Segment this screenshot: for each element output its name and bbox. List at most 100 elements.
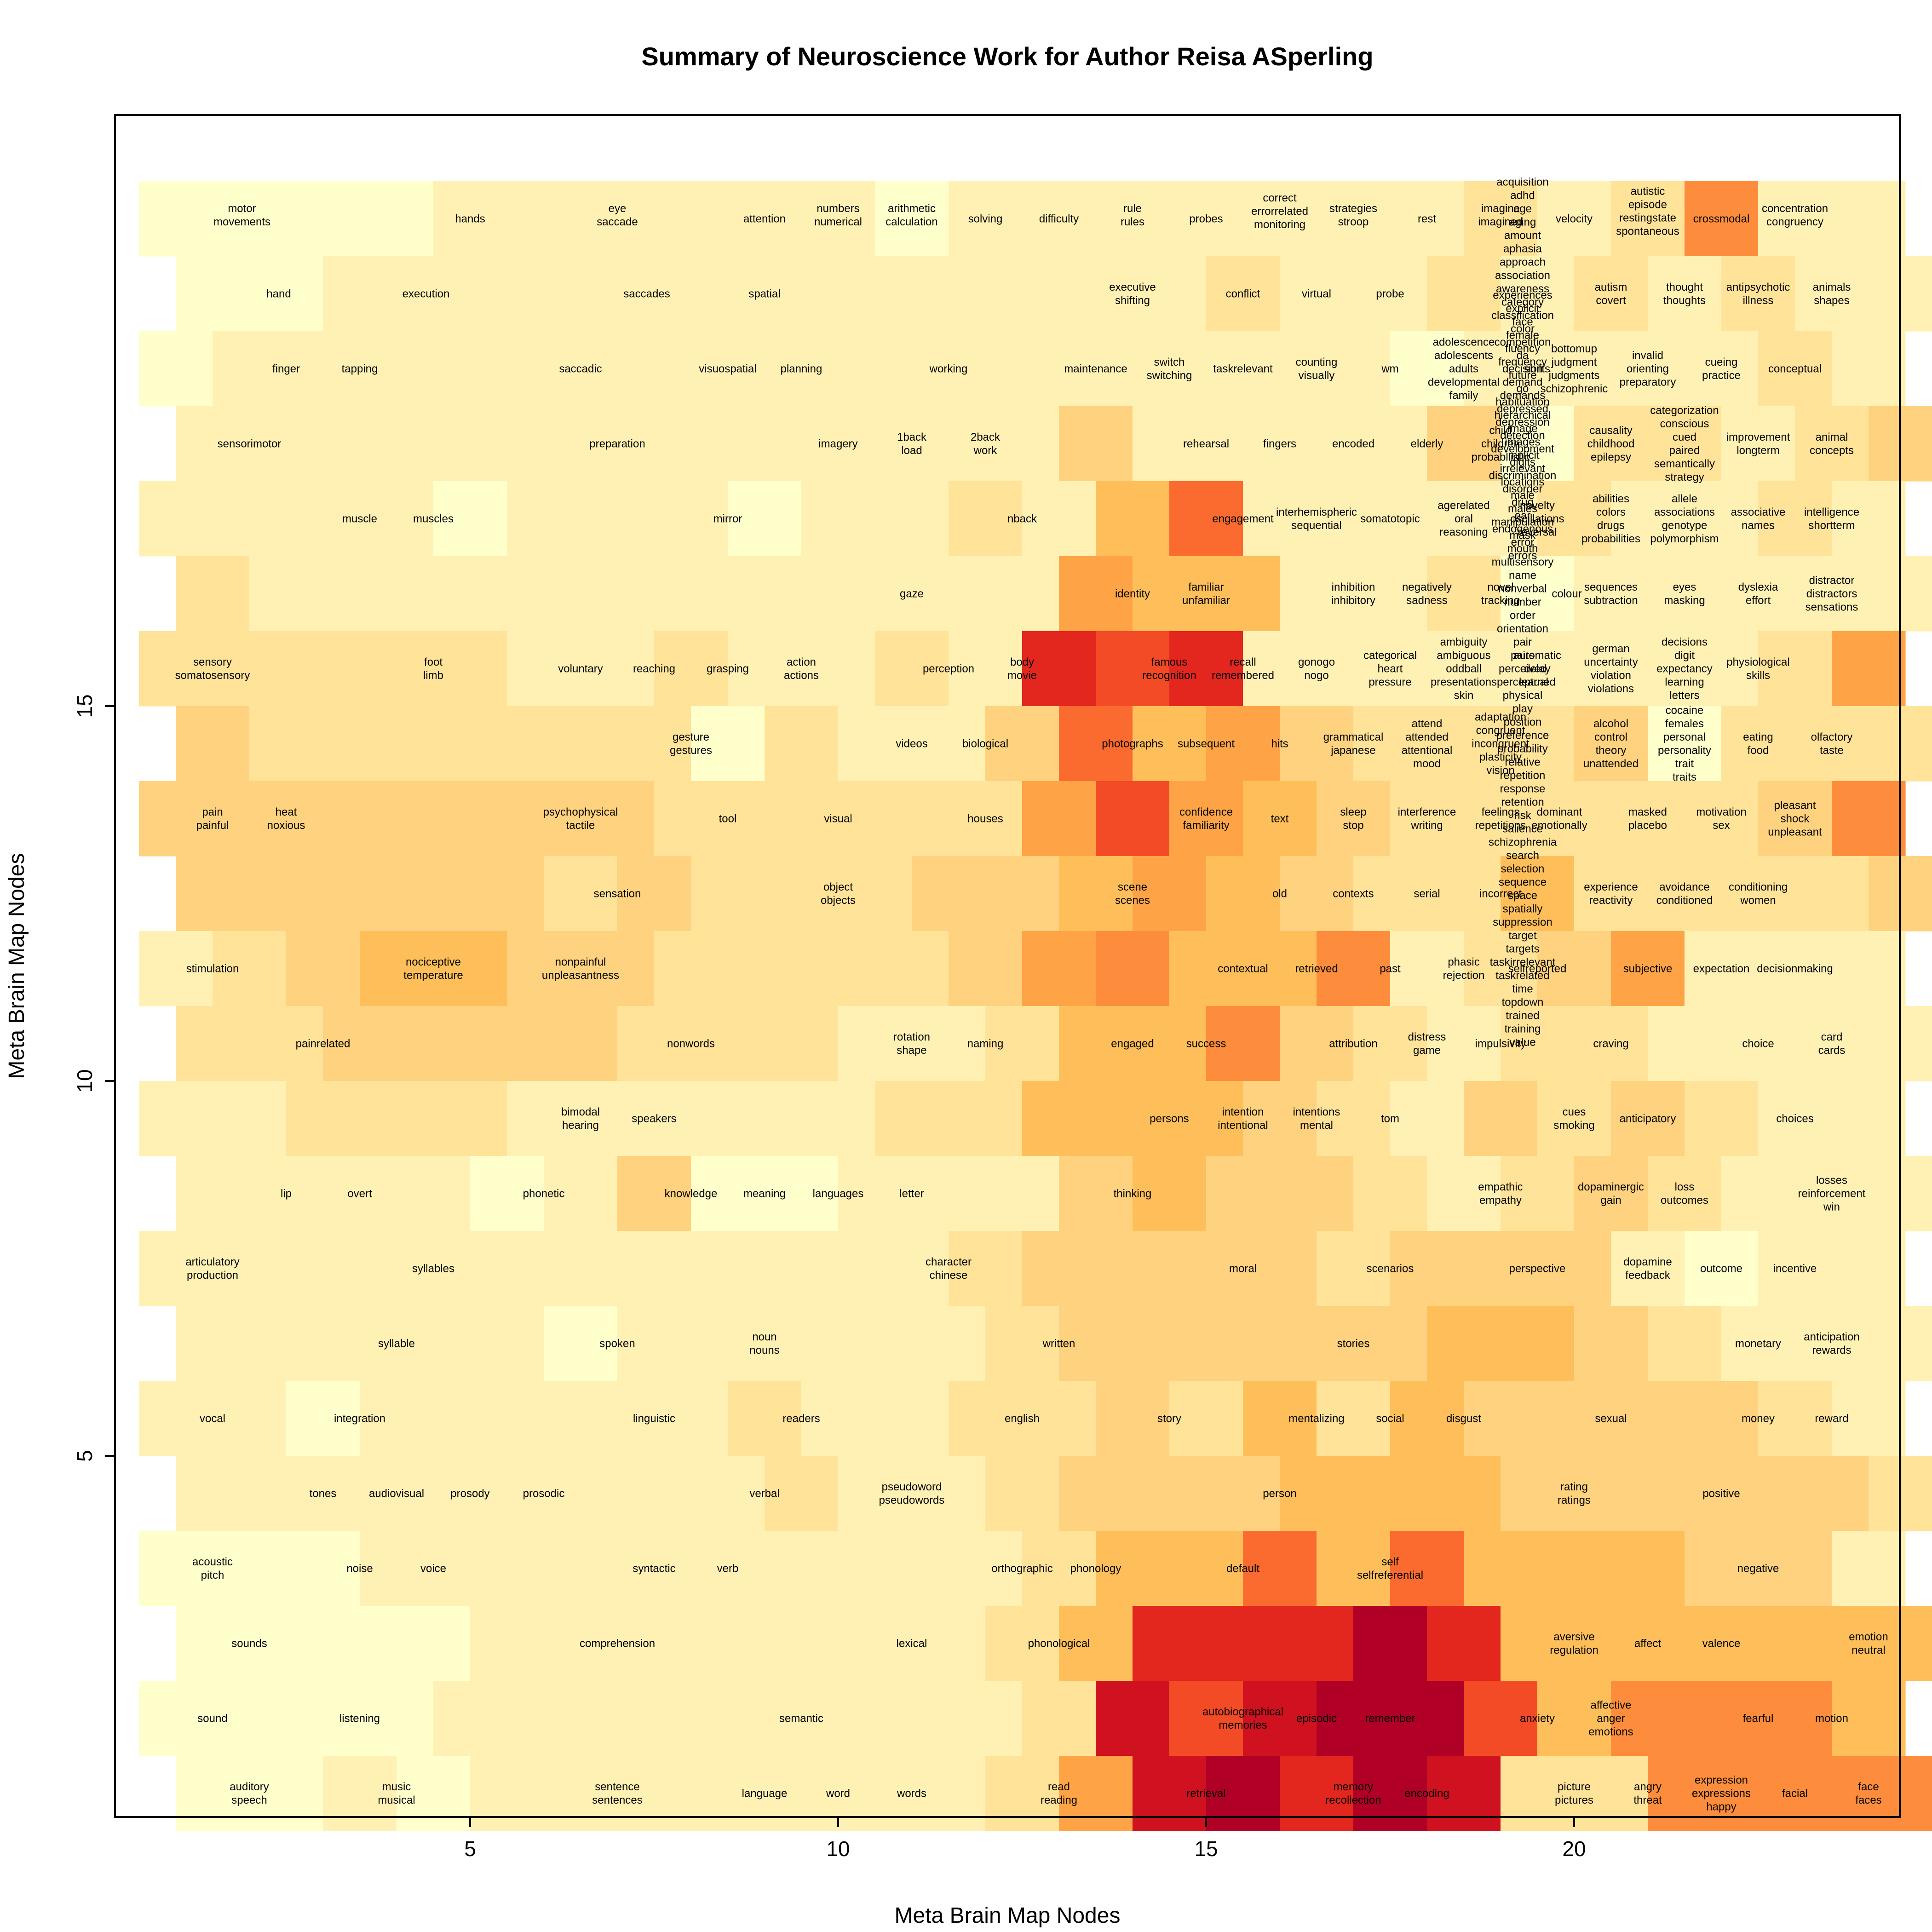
term-label: choice (1742, 1038, 1774, 1050)
term-label: lip (281, 1188, 292, 1200)
heat-cell (1427, 1306, 1501, 1381)
term-label: verb (717, 1563, 739, 1575)
heat-cell (139, 631, 213, 707)
term-label: houses (967, 813, 1003, 825)
heat-cell (1243, 1081, 1317, 1156)
term-label: hands (455, 213, 485, 225)
heat-cell (286, 931, 360, 1006)
term-label: syntactic (632, 1563, 675, 1575)
term-label: money (1742, 1413, 1775, 1425)
heat-cell (286, 1231, 360, 1306)
x-tick-label: 20 (1562, 1837, 1586, 1861)
heat-cell (1133, 856, 1207, 932)
heat-cell (323, 856, 397, 932)
heat-cell (1758, 631, 1832, 707)
heat-cell (1133, 1306, 1207, 1381)
term-label: incentive (1773, 1263, 1817, 1275)
term-label: default (1226, 1563, 1259, 1575)
heat-cell (875, 781, 949, 857)
term-label: affect (1634, 1638, 1662, 1650)
heat-cell (875, 1681, 949, 1756)
heat-cell (1795, 856, 1869, 932)
term-label: selfreported (1508, 963, 1567, 975)
heat-cell (949, 1231, 1023, 1306)
heat-cell (1611, 1531, 1685, 1606)
heat-cell (1022, 631, 1096, 707)
heat-cell (838, 256, 912, 332)
heat-cell (1721, 706, 1795, 782)
term-label: engaged (1111, 1038, 1154, 1050)
heat-cell (507, 931, 581, 1006)
heat-cell (544, 556, 618, 632)
term-label: virtual (1302, 288, 1331, 300)
term-label: perception (923, 663, 974, 675)
heat-cell (875, 1231, 949, 1306)
term-label: attention (743, 213, 786, 225)
heat-cell (286, 181, 360, 257)
term-label: phonological (1028, 1638, 1090, 1650)
heat-cell (433, 1381, 507, 1456)
heat-cell (765, 856, 839, 932)
heat-cell (801, 931, 875, 1006)
heat-cell (213, 1531, 287, 1606)
term-label: phonetic (523, 1188, 565, 1200)
term-label: saccadic (559, 363, 602, 375)
heat-cell (617, 1756, 691, 1831)
term-label: stimulation (186, 963, 239, 975)
heat-cell (1390, 931, 1464, 1006)
y-tick-label: 5 (73, 1450, 97, 1462)
heat-cell (507, 481, 581, 557)
heat-cell (433, 631, 507, 707)
heat-cell (1574, 1456, 1648, 1531)
heat-cell (1721, 406, 1795, 482)
heat-cell (507, 1681, 581, 1756)
heat-cell (249, 1306, 323, 1381)
term-label: difficulty (1039, 213, 1079, 225)
heat-cell (139, 1531, 213, 1606)
term-label: comprehension (580, 1638, 655, 1650)
heat-cell (1685, 781, 1759, 857)
heat-cell (875, 1381, 949, 1456)
heat-cell (1648, 1156, 1722, 1231)
heat-cell (1832, 1531, 1906, 1606)
term-label: nonwords (667, 1038, 715, 1050)
heat-cell (765, 706, 839, 782)
term-label: decisionmaking (1757, 963, 1833, 975)
heat-cell (176, 256, 250, 332)
heat-cell (249, 706, 323, 782)
heat-cell (1206, 856, 1280, 932)
term-label: contextual (1218, 963, 1268, 975)
term-label: subsequent (1178, 738, 1235, 750)
heat-cell (470, 1006, 544, 1081)
heat-cell (581, 1681, 655, 1756)
term-label: past (1380, 963, 1401, 975)
term-label: sensation (594, 888, 641, 900)
heat-cell (691, 1606, 765, 1681)
heat-cell (1758, 481, 1832, 557)
term-label: voluntary (558, 663, 603, 675)
term-label: integration (334, 1413, 385, 1425)
term-label: distractor distractors sensations (1806, 575, 1858, 614)
heat-cell (1832, 631, 1906, 707)
heat-cell (470, 856, 544, 932)
heat-cell (249, 856, 323, 932)
term-label: muscles (413, 513, 454, 525)
heat-cell (1464, 1531, 1538, 1606)
heat-cell (691, 1306, 765, 1381)
term-label: sounds (231, 1638, 267, 1650)
heat-cell (470, 706, 544, 782)
term-label: story (1157, 1413, 1181, 1425)
heat-cell (1574, 1156, 1648, 1231)
heat-cell (213, 481, 287, 557)
term-label: encoding (1404, 1788, 1449, 1800)
term-label: sensorimotor (218, 438, 282, 450)
heat-cell (1353, 556, 1427, 632)
term-label: sound (197, 1713, 227, 1725)
term-label: conceptual (1768, 363, 1822, 375)
term-label: text (1271, 813, 1289, 825)
heat-cell (654, 1231, 728, 1306)
term-label: contexts (1333, 888, 1374, 900)
term-label: serial (1414, 888, 1440, 900)
heat-cell (985, 556, 1059, 632)
heat-cell (875, 1531, 949, 1606)
